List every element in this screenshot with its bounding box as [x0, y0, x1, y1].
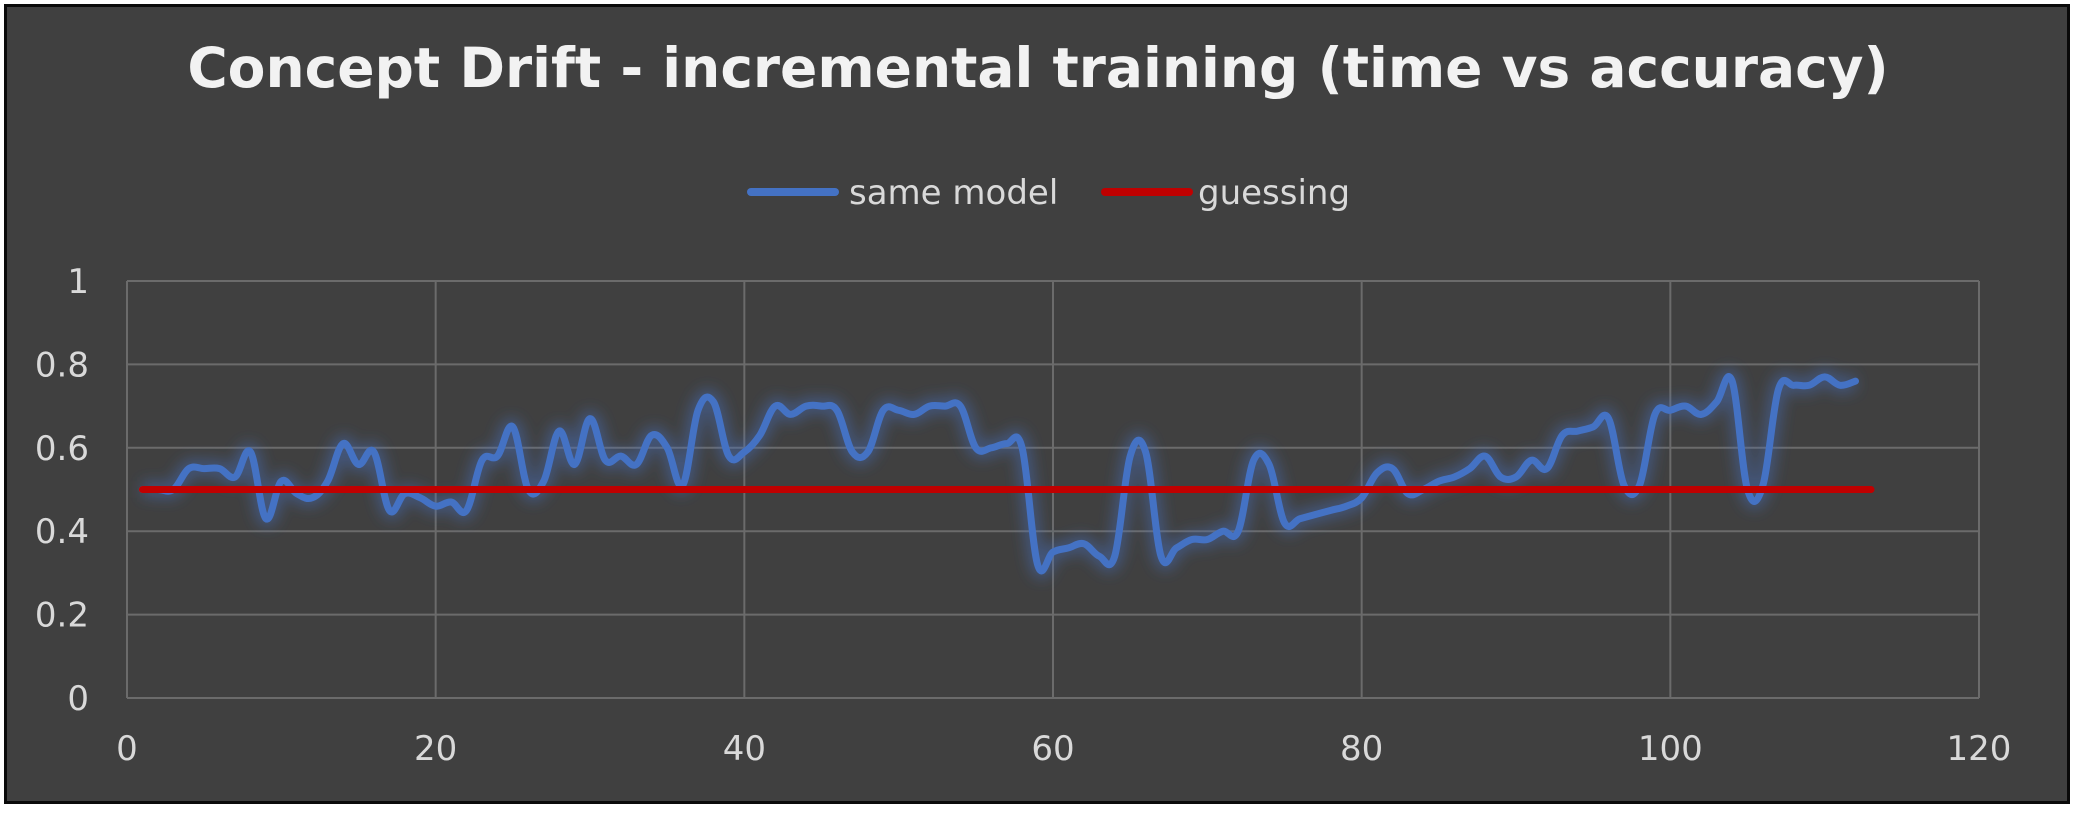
x-axis-ticks: 0 20 40 60 80 100 120 [116, 729, 2011, 769]
x-tick-label: 80 [1340, 729, 1383, 769]
x-tick-label: 120 [1947, 729, 2012, 769]
x-tick-label: 40 [723, 729, 766, 769]
y-axis-ticks: 0 0.2 0.4 0.6 0.8 1 [35, 262, 89, 719]
legend-label-guessing: guessing [1198, 173, 1350, 213]
y-tick-label: 1 [67, 262, 89, 302]
series-same-model-glow [142, 368, 1859, 579]
legend-label-same-model: same model [849, 173, 1058, 213]
y-tick-label: 0.6 [35, 429, 89, 469]
chart-title: Concept Drift - incremental training (ti… [187, 36, 1888, 100]
legend: same model guessing [747, 173, 1350, 213]
chart-svg: Concept Drift - incremental training (ti… [35, 36, 2012, 769]
y-tick-label: 0.8 [35, 345, 89, 385]
series-same-model-line [138, 373, 1859, 575]
y-tick-label: 0.4 [35, 512, 89, 552]
y-tick-label: 0.2 [35, 596, 89, 636]
chart-frame: Concept Drift - incremental training (ti… [4, 4, 2070, 804]
x-tick-label: 100 [1638, 729, 1703, 769]
y-tick-label: 0 [67, 679, 89, 719]
x-tick-label: 0 [116, 729, 138, 769]
x-tick-label: 60 [1031, 729, 1074, 769]
x-tick-label: 20 [414, 729, 457, 769]
series-layer [138, 368, 1875, 579]
